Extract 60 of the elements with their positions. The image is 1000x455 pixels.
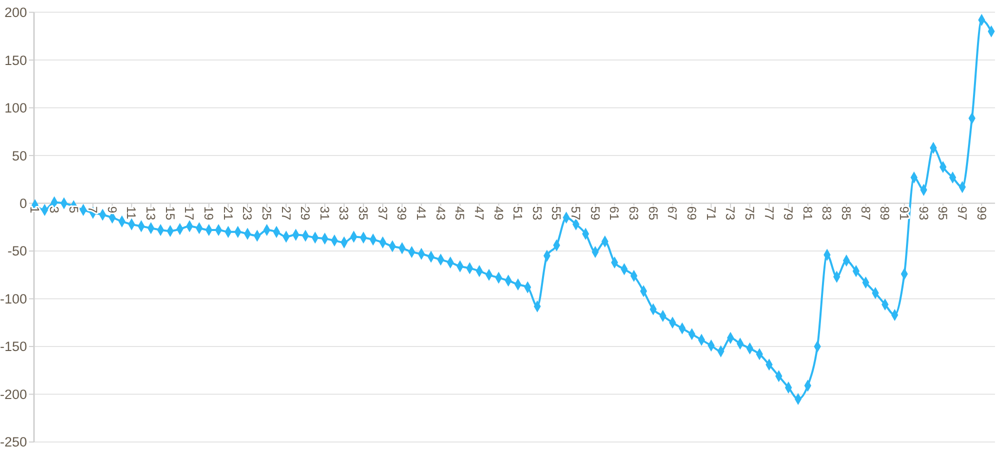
- x-tick-label: 49: [491, 206, 506, 220]
- x-tick-label: 41: [414, 206, 428, 220]
- y-tick-label: -100: [0, 291, 27, 306]
- x-tick-label: 73: [723, 206, 738, 220]
- y-tick-label: 50: [12, 148, 27, 164]
- x-tick-label: 93: [916, 206, 930, 220]
- x-tick-label: 47: [472, 206, 486, 220]
- x-tick-label: 71: [704, 206, 718, 220]
- x-tick-label: 17: [182, 206, 196, 220]
- x-tick-label: 77: [762, 206, 776, 220]
- x-tick-label: 19: [202, 206, 216, 220]
- y-tick-label: 0: [19, 196, 27, 212]
- x-tick-label: 85: [839, 206, 854, 220]
- x-tick-label: 23: [240, 206, 254, 220]
- x-tick-label: 3: [46, 206, 61, 214]
- x-tick-label: 21: [220, 206, 235, 220]
- x-tick-label: 9: [104, 206, 119, 214]
- x-tick-label: 63: [626, 206, 641, 220]
- x-tick-label: 59: [588, 206, 602, 220]
- x-tick-label: 27: [278, 206, 293, 220]
- x-tick-label: 51: [510, 206, 525, 220]
- x-tick-label: 67: [665, 206, 680, 220]
- x-tick-label: 61: [607, 206, 622, 220]
- x-tick-label: 39: [394, 206, 409, 220]
- x-tick-label: 45: [452, 206, 467, 220]
- x-tick-label: 81: [800, 206, 814, 220]
- x-tick-label: 75: [742, 206, 756, 220]
- x-tick-label: 99: [974, 206, 988, 220]
- x-tick-label: 65: [646, 206, 660, 220]
- y-tick-label: 200: [4, 5, 27, 20]
- y-tick-label: -200: [0, 386, 27, 402]
- x-tick-label: 29: [298, 206, 312, 220]
- x-tick-label: 95: [936, 206, 950, 220]
- x-tick-label: 31: [317, 206, 332, 220]
- x-tick-label: 35: [356, 206, 370, 220]
- x-tick-label: 37: [375, 206, 390, 220]
- x-tick-label: 57: [568, 206, 583, 220]
- x-tick-label: 43: [433, 206, 448, 220]
- y-tick-label: 100: [4, 100, 27, 116]
- x-tick-label: 13: [144, 206, 158, 220]
- x-tick-label: 33: [336, 206, 351, 220]
- x-tick-label: 83: [820, 206, 834, 220]
- x-tick-label: 69: [684, 206, 698, 220]
- x-tick-label: 89: [878, 206, 892, 220]
- x-tick-label: 91: [896, 206, 911, 220]
- x-tick-label: 11: [124, 206, 138, 220]
- x-tick-label: 5: [66, 206, 80, 214]
- x-tick-label: 55: [549, 206, 564, 220]
- y-tick-label: -150: [0, 339, 27, 354]
- y-tick-label: -250: [0, 434, 27, 450]
- x-tick-label: 15: [162, 206, 177, 220]
- x-tick-label: 53: [530, 206, 544, 220]
- x-tick-label: 25: [259, 206, 274, 220]
- x-tick-label: 1: [28, 206, 42, 214]
- y-tick-label: 150: [4, 52, 27, 68]
- x-tick-label: 79: [781, 206, 796, 220]
- x-tick-label: 97: [954, 206, 969, 220]
- x-tick-label: 87: [858, 206, 872, 220]
- y-tick-label: -50: [7, 244, 27, 259]
- x-tick-label: 7: [86, 206, 100, 214]
